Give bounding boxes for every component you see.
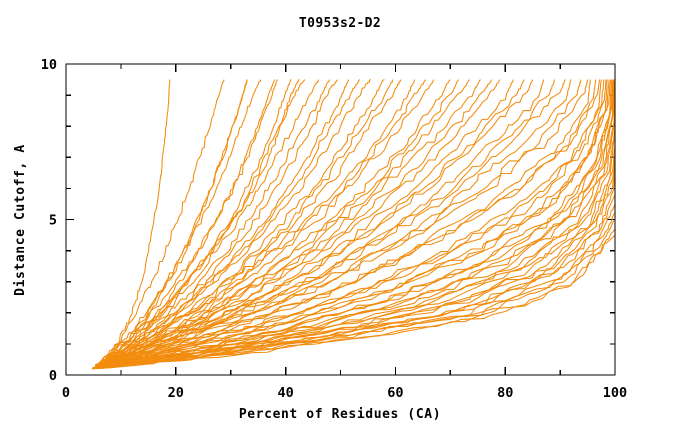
series-line: [99, 79, 616, 368]
series-line: [99, 79, 610, 368]
series-line: [99, 154, 616, 367]
series-line: [98, 79, 556, 365]
series-line: [98, 79, 566, 366]
x-tick-label: 20: [168, 385, 184, 401]
x-tick-label: 40: [277, 385, 293, 401]
series-line: [95, 79, 534, 367]
series-line: [95, 79, 402, 365]
series-line: [98, 79, 492, 368]
series-line: [96, 79, 385, 369]
series-line: [98, 79, 481, 367]
x-axis-title: Percent of Residues (CA): [239, 407, 441, 422]
series-line: [96, 82, 616, 368]
series-line: [94, 79, 614, 367]
series-line: [95, 79, 278, 367]
y-axis-title: Distance Cutoff, A: [13, 144, 28, 296]
series-line: [98, 79, 501, 365]
series-line: [99, 79, 545, 368]
series-line: [92, 135, 616, 369]
series-line: [97, 79, 248, 366]
series-line: [97, 79, 292, 369]
series-line: [98, 79, 601, 367]
chart-title: T0953s2-D2: [299, 16, 381, 31]
series-line: [99, 79, 608, 368]
series-line: [98, 79, 300, 365]
series-line: [94, 79, 171, 368]
y-tick-label: 0: [49, 368, 57, 384]
series-line: [95, 234, 616, 370]
series-line: [98, 79, 306, 366]
series-line: [94, 126, 616, 367]
series-line: [100, 79, 615, 368]
series-line: [97, 228, 616, 370]
series-line: [95, 79, 607, 366]
axis-tick-labels: 0 20 40 60 80 100 0 5 10: [41, 57, 627, 401]
series-line: [96, 79, 262, 366]
series-line: [98, 79, 361, 366]
plot-frame: [65, 63, 616, 376]
series-line: [96, 79, 525, 366]
series-line: [96, 79, 276, 367]
data-series-group: [91, 79, 616, 370]
y-tick-label: 10: [41, 57, 57, 73]
x-tick-label: 100: [603, 385, 627, 401]
series-line: [96, 79, 331, 368]
series-line: [95, 79, 589, 368]
series-line: [100, 144, 616, 369]
x-tick-label: 80: [497, 385, 513, 401]
y-tick-label: 5: [49, 213, 57, 229]
series-line: [99, 79, 612, 367]
series-line: [95, 79, 339, 369]
series-line: [95, 116, 616, 368]
series-line: [96, 79, 613, 369]
x-tick-label: 0: [62, 385, 70, 401]
series-line: [97, 79, 225, 368]
series-line: [98, 79, 350, 366]
series-line: [98, 79, 427, 367]
x-tick-label: 60: [387, 385, 403, 401]
series-line: [96, 79, 451, 369]
series-line: [97, 79, 371, 367]
